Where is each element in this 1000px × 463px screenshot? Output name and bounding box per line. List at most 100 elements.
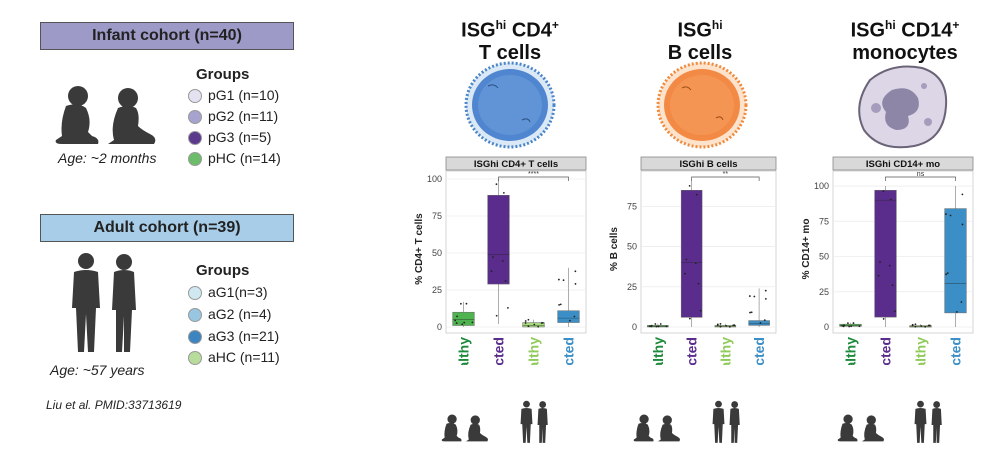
data-point — [471, 321, 474, 324]
x-tick-label: Infected — [751, 337, 767, 365]
y-axis-label: % CD14+ mo — [801, 219, 812, 280]
data-point — [924, 326, 927, 328]
title-line2: B cells — [667, 41, 733, 64]
b-cell-icon — [656, 61, 748, 149]
data-point — [946, 272, 949, 275]
data-point — [501, 259, 504, 262]
x-tick-label: Infected — [948, 337, 964, 365]
legend-label: aG1(n=3) — [208, 284, 268, 300]
box — [748, 320, 770, 326]
y-tick-label: 75 — [627, 201, 637, 211]
data-point — [749, 311, 751, 314]
chart-b-cells: ISGhi B cells 0 25 50 75 % B cells Healthy Infe… — [609, 156, 777, 365]
data-point — [961, 193, 964, 196]
data-point — [759, 321, 762, 324]
data-point — [955, 311, 958, 313]
adult-silhouettes-icon — [72, 253, 136, 352]
legend-dot — [188, 131, 202, 146]
data-point — [763, 319, 766, 322]
box — [557, 310, 580, 323]
data-point — [961, 223, 964, 226]
panel-title-b: ISGhi B cells — [640, 14, 760, 64]
legend-dot — [188, 286, 202, 301]
data-point — [719, 325, 722, 328]
legend-item-phc: pHC (n=14) — [188, 149, 281, 167]
data-point — [699, 309, 702, 312]
significance-label: **** — [528, 171, 539, 178]
y-tick-label: 50 — [627, 242, 637, 252]
x-tick-label: Healthy — [650, 337, 666, 365]
data-point — [945, 273, 948, 276]
data-point — [949, 214, 952, 217]
data-point — [465, 302, 468, 305]
legend-label: pG3 (n=5) — [208, 129, 272, 145]
data-point — [665, 325, 668, 328]
data-point — [562, 279, 565, 282]
adult-groups-title: Groups — [196, 262, 250, 279]
data-point — [858, 325, 861, 328]
data-point — [697, 282, 700, 285]
data-point — [455, 322, 458, 324]
title-sup: + — [952, 18, 960, 32]
x-tick-label: Healthy — [456, 337, 472, 365]
significance-bracket — [691, 176, 760, 181]
title-line2: monocytes — [852, 41, 958, 64]
x-tick-label: Infected — [491, 337, 507, 365]
data-point — [944, 213, 947, 215]
data-point — [568, 319, 571, 322]
data-point — [914, 323, 917, 326]
legend-label: pHC (n=14) — [208, 150, 281, 166]
title-sup: hi — [495, 18, 507, 32]
data-point — [650, 325, 653, 328]
x-tick-label: Infected — [561, 337, 577, 365]
data-point — [461, 323, 464, 326]
adult-silhouettes-icon-small — [712, 400, 740, 443]
y-tick-label: 75 — [432, 211, 442, 221]
data-point — [889, 198, 892, 201]
y-tick-label: 50 — [432, 248, 442, 258]
legend-dot — [188, 152, 202, 167]
title-main: ISG — [677, 19, 712, 42]
data-point — [920, 325, 923, 327]
data-point — [502, 191, 505, 194]
data-point — [657, 325, 660, 328]
x-tick-label: Infected — [878, 337, 894, 365]
facet-strip-label: ISGhi CD14+ mo — [866, 159, 940, 170]
data-point — [495, 314, 498, 317]
data-point — [716, 323, 719, 326]
plot-area — [640, 170, 777, 334]
box — [680, 190, 703, 318]
data-point — [960, 301, 963, 303]
data-point — [655, 325, 658, 328]
adult-cohort-banner: Adult cohort (n=39) — [40, 214, 294, 242]
title-sup: hi — [885, 18, 896, 32]
infant-silhouettes-icon — [55, 86, 156, 144]
y-axis-label: % B cells — [609, 227, 620, 271]
data-point — [927, 324, 930, 327]
box — [944, 208, 967, 314]
y-tick-label: 0 — [824, 322, 829, 332]
data-point — [694, 262, 697, 265]
data-point — [574, 283, 577, 285]
data-point — [914, 325, 917, 328]
facet-strip — [640, 156, 777, 171]
data-point — [732, 324, 735, 327]
y-tick-label: 25 — [432, 285, 442, 295]
legend-item-ag3: aG3 (n=21) — [188, 327, 279, 345]
legend-item-pg2: pG2 (n=11) — [188, 107, 278, 125]
data-point — [504, 280, 507, 282]
title-sup: hi — [711, 18, 723, 32]
box — [452, 311, 475, 326]
infant-silhouettes-icon-small — [441, 414, 488, 442]
facet-strip — [832, 156, 974, 171]
data-point — [684, 272, 686, 275]
y-tick-label: 0 — [632, 322, 637, 332]
panel-title-cd14: ISGhi CD14+ monocytes — [830, 14, 980, 64]
data-point — [463, 321, 466, 324]
data-point — [685, 258, 688, 261]
adult-silhouettes-icon-small — [914, 400, 942, 443]
significance-bracket — [498, 176, 569, 181]
legend-item-ag2: aG2 (n=4) — [188, 305, 271, 323]
data-point — [764, 289, 767, 292]
data-point — [719, 322, 722, 325]
